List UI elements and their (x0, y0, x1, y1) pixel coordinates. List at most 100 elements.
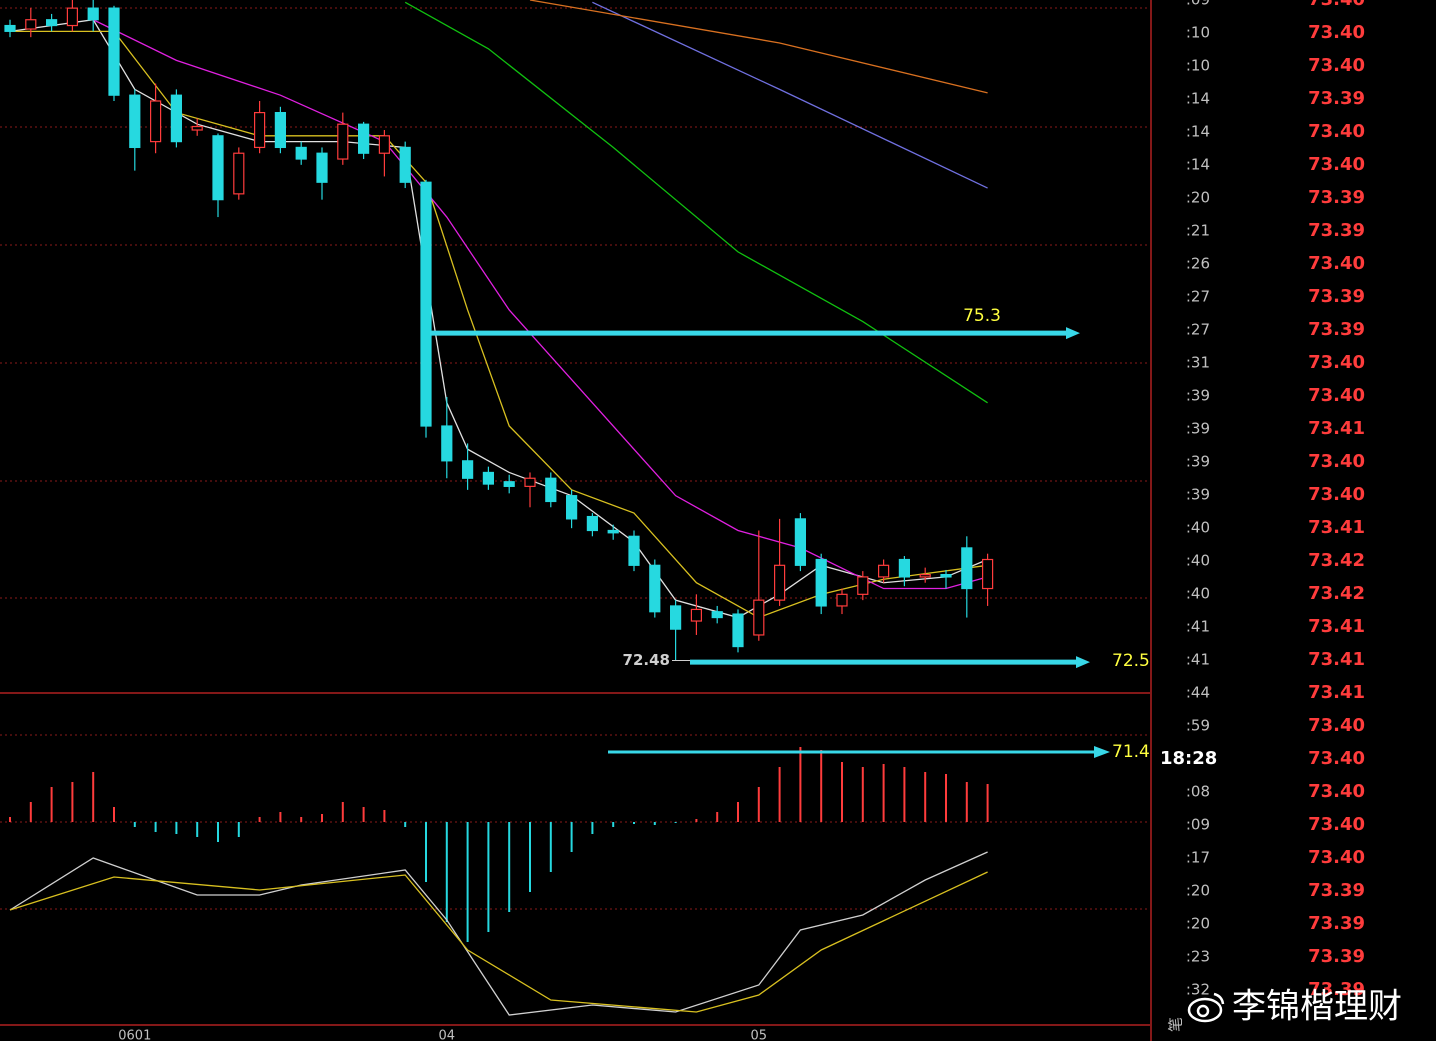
quote-time: :41 (1186, 618, 1210, 636)
quote-time: :41 (1186, 651, 1210, 669)
quote-price: 73.41 (1308, 517, 1365, 538)
quote-time: :40 (1186, 519, 1210, 537)
ma-line (92, 19, 988, 590)
quote-panel: :09 73.40 :10 73.40 :10 73.40 :14 73.39 :14 73.40… (1160, 0, 1365, 1032)
arrow-head (1066, 327, 1080, 340)
level-label: 75.3 (963, 306, 1001, 326)
watermark: 李锦楷理财 (1232, 987, 1402, 1027)
quote-price: 73.40 (1308, 781, 1365, 802)
quote-time: :40 (1186, 585, 1210, 603)
ma-line (404, 1, 988, 404)
level-label: 72.5 (1112, 651, 1150, 671)
quote-time: :14 (1186, 90, 1210, 108)
candle-body (877, 564, 890, 578)
candle-body (150, 100, 162, 143)
quote-price: 73.40 (1308, 154, 1365, 175)
candle-body (794, 518, 807, 566)
x-tick-label: 05 (751, 1029, 768, 1041)
candle-body (462, 460, 474, 479)
watermark-logo (1187, 992, 1225, 1023)
candle-body (233, 152, 245, 195)
quote-time: :09 (1186, 816, 1210, 834)
candle-body (316, 152, 328, 183)
candle-body (524, 477, 536, 487)
candle-body (649, 564, 661, 613)
quote-price: 73.40 (1308, 0, 1365, 10)
quote-price: 73.39 (1308, 187, 1365, 208)
candle-body (711, 611, 723, 619)
arrow-head (1094, 746, 1110, 758)
quote-time: :09 (1186, 0, 1210, 9)
candle-body (545, 477, 557, 503)
quote-price: 73.40 (1308, 121, 1365, 142)
candle-body (565, 495, 578, 520)
quote-price: 73.40 (1308, 22, 1365, 43)
quote-price: 73.40 (1308, 484, 1365, 505)
candle-body (607, 529, 619, 534)
quote-time: :39 (1186, 387, 1210, 405)
quote-time: :59 (1186, 717, 1210, 735)
quote-price: 73.41 (1308, 682, 1365, 703)
quote-time: :23 (1186, 948, 1210, 966)
candle-body (274, 111, 286, 149)
quote-time: :40 (1186, 552, 1210, 570)
candle-body (108, 7, 120, 96)
quote-time: :14 (1186, 123, 1210, 141)
quote-time: :39 (1186, 486, 1210, 504)
quote-time: :10 (1186, 24, 1210, 42)
x-tick-label: 04 (439, 1029, 456, 1041)
side-label: 笔 (1167, 1017, 1185, 1032)
quote-price: 73.39 (1308, 979, 1365, 1000)
candle-body (378, 135, 390, 154)
quote-price: 73.42 (1308, 583, 1365, 604)
candle-body (981, 558, 994, 590)
quote-time: :20 (1186, 915, 1210, 933)
candle-body (45, 19, 58, 27)
quote-price: 73.40 (1308, 253, 1365, 274)
ma-line (529, 0, 988, 94)
candle-body (358, 123, 370, 154)
candle-body (503, 481, 515, 487)
ma-line (592, 1, 988, 189)
quote-time: :14 (1186, 156, 1210, 174)
quote-price: 73.41 (1308, 649, 1365, 670)
quote-price: 73.40 (1308, 748, 1365, 769)
candle-body (212, 135, 224, 201)
candle-body (586, 515, 599, 532)
ma-line (10, 30, 988, 619)
candle-body (254, 111, 266, 149)
quote-price: 73.40 (1308, 814, 1365, 835)
quote-time: :10 (1186, 57, 1210, 75)
quote-price: 73.40 (1308, 847, 1365, 868)
candle-body (732, 613, 744, 648)
ma-line (9, 851, 988, 1016)
quote-price: 73.41 (1308, 418, 1365, 439)
candle-body (898, 558, 911, 578)
quote-time: :21 (1186, 222, 1210, 240)
quote-time: :20 (1186, 882, 1210, 900)
quote-time: 18:28 (1160, 748, 1217, 769)
quote-price: 73.40 (1308, 55, 1365, 76)
candle-body (66, 7, 79, 27)
candle-body (669, 605, 682, 630)
candle-body (170, 94, 182, 143)
price-panel: 75.3 72.5 72.48 (4, 0, 1150, 671)
candle-body (940, 573, 952, 578)
quote-price: 73.40 (1308, 385, 1365, 406)
quote-time: :27 (1186, 321, 1210, 339)
candle-body (836, 593, 848, 607)
quote-time: :44 (1186, 684, 1210, 702)
quote-price: 73.39 (1308, 286, 1365, 307)
quote-price: 73.40 (1308, 715, 1365, 736)
candle-body (295, 146, 307, 160)
candle-body (129, 94, 141, 149)
quote-price: 73.41 (1308, 616, 1365, 637)
quote-time: :39 (1186, 420, 1210, 438)
quote-price: 73.39 (1308, 319, 1365, 340)
arrow-head (1076, 656, 1090, 669)
low-label: 72.48 (623, 651, 670, 669)
candle-body (337, 123, 349, 160)
candle-body (690, 608, 703, 622)
